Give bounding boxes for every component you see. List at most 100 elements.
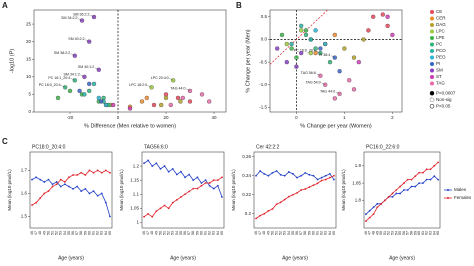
point	[84, 174, 87, 176]
x-tick-label: 48	[262, 231, 266, 235]
x-tick-label: 53	[171, 231, 175, 235]
plot-frame	[253, 151, 337, 229]
point	[289, 46, 294, 51]
point	[159, 167, 162, 170]
legend-label: PEO	[436, 55, 446, 60]
x-tick-label: 47	[368, 231, 372, 235]
panel-title: Cer 42:2:2	[256, 144, 280, 150]
x-tick-label: 46	[142, 231, 146, 235]
x-tick-label: 52	[279, 231, 283, 235]
point	[399, 185, 401, 188]
y-axis-label: % Change per year (Men)	[245, 29, 251, 92]
point	[208, 184, 211, 187]
point	[324, 174, 327, 177]
point	[188, 190, 191, 193]
x-tick-label: 62	[96, 231, 100, 235]
x-tick-label: 61	[204, 231, 208, 235]
point	[299, 28, 304, 33]
x-tick-label: 2	[391, 115, 394, 120]
point	[100, 192, 103, 195]
point-label: PC 18:0_20:4	[39, 83, 61, 87]
x-tick-label: 56	[71, 231, 75, 235]
point-label: SM 40:2:2	[68, 37, 84, 41]
x-tick-label: 55	[291, 231, 295, 235]
point	[72, 174, 74, 176]
y-tick-label: 20	[26, 39, 32, 44]
point	[368, 209, 371, 212]
point	[372, 206, 375, 209]
x-tick-label: 48	[150, 231, 154, 235]
x-tick-label: 62	[208, 231, 212, 235]
point	[371, 14, 376, 19]
point	[88, 169, 91, 172]
label-leader	[70, 53, 75, 56]
legend-label: TAG	[436, 81, 445, 86]
point	[347, 78, 352, 83]
x-tick-label: 56	[183, 231, 187, 235]
x-tick-label: 59	[413, 231, 417, 235]
y-tick-label: 0.22	[242, 192, 251, 197]
point	[320, 179, 323, 182]
y-axis-label: Mean (log10 pmol/L)	[7, 169, 12, 211]
point	[323, 41, 328, 47]
y-tick-label: 0.26	[242, 154, 251, 159]
point	[175, 198, 178, 201]
x-tick-label: 50	[379, 231, 383, 235]
series-line	[255, 175, 335, 219]
point	[59, 178, 62, 181]
label-leader	[169, 78, 174, 81]
x-tick-label: -20	[67, 115, 74, 120]
point	[292, 193, 294, 196]
point	[384, 199, 386, 202]
point	[196, 187, 199, 190]
x-tick-label: 64	[432, 231, 436, 235]
x-tick-label: 63	[428, 231, 432, 235]
point	[188, 173, 191, 176]
legend-label: Non-sig	[436, 97, 452, 102]
point	[68, 176, 70, 179]
point	[271, 208, 274, 210]
point	[437, 178, 439, 181]
point	[159, 207, 162, 210]
point	[259, 214, 262, 217]
point	[414, 175, 417, 178]
point	[155, 210, 158, 213]
point	[351, 87, 357, 92]
point	[425, 168, 428, 171]
legend-swatch	[447, 197, 449, 199]
point	[259, 170, 262, 172]
x-tick-label: 46	[254, 231, 258, 235]
x-axis-label: Age (years)	[282, 255, 308, 261]
point	[199, 92, 205, 97]
point	[275, 46, 280, 51]
legend-label: PC	[436, 42, 443, 47]
point	[287, 171, 290, 173]
x-tick-label: 52	[387, 231, 391, 235]
y-axis-label: -log10 (P)	[9, 49, 15, 73]
point	[221, 176, 223, 179]
point	[284, 41, 289, 47]
y-tick-label: -1.5	[259, 105, 267, 110]
y-tick-label: 0.2	[245, 211, 252, 216]
point	[92, 190, 95, 193]
point	[385, 23, 390, 29]
point	[422, 182, 424, 184]
point	[403, 182, 405, 184]
x-tick-label: 54	[63, 231, 67, 235]
x-axis-label: Age (years)	[58, 255, 84, 261]
legend-swatch	[430, 23, 434, 27]
y-tick-label: 1.1	[133, 191, 140, 196]
legend-swatch	[430, 10, 434, 14]
x-tick-label: 57	[187, 231, 191, 235]
x-tick-label: 65	[220, 231, 224, 235]
point	[167, 207, 170, 210]
x-tick-label: 53	[390, 231, 394, 235]
point	[414, 185, 417, 188]
point	[422, 171, 424, 174]
point	[304, 172, 307, 174]
point	[390, 32, 395, 38]
y-tick-label: -1.0	[259, 82, 267, 87]
point	[418, 171, 420, 174]
point	[312, 174, 315, 177]
legend-swatch	[430, 75, 434, 79]
